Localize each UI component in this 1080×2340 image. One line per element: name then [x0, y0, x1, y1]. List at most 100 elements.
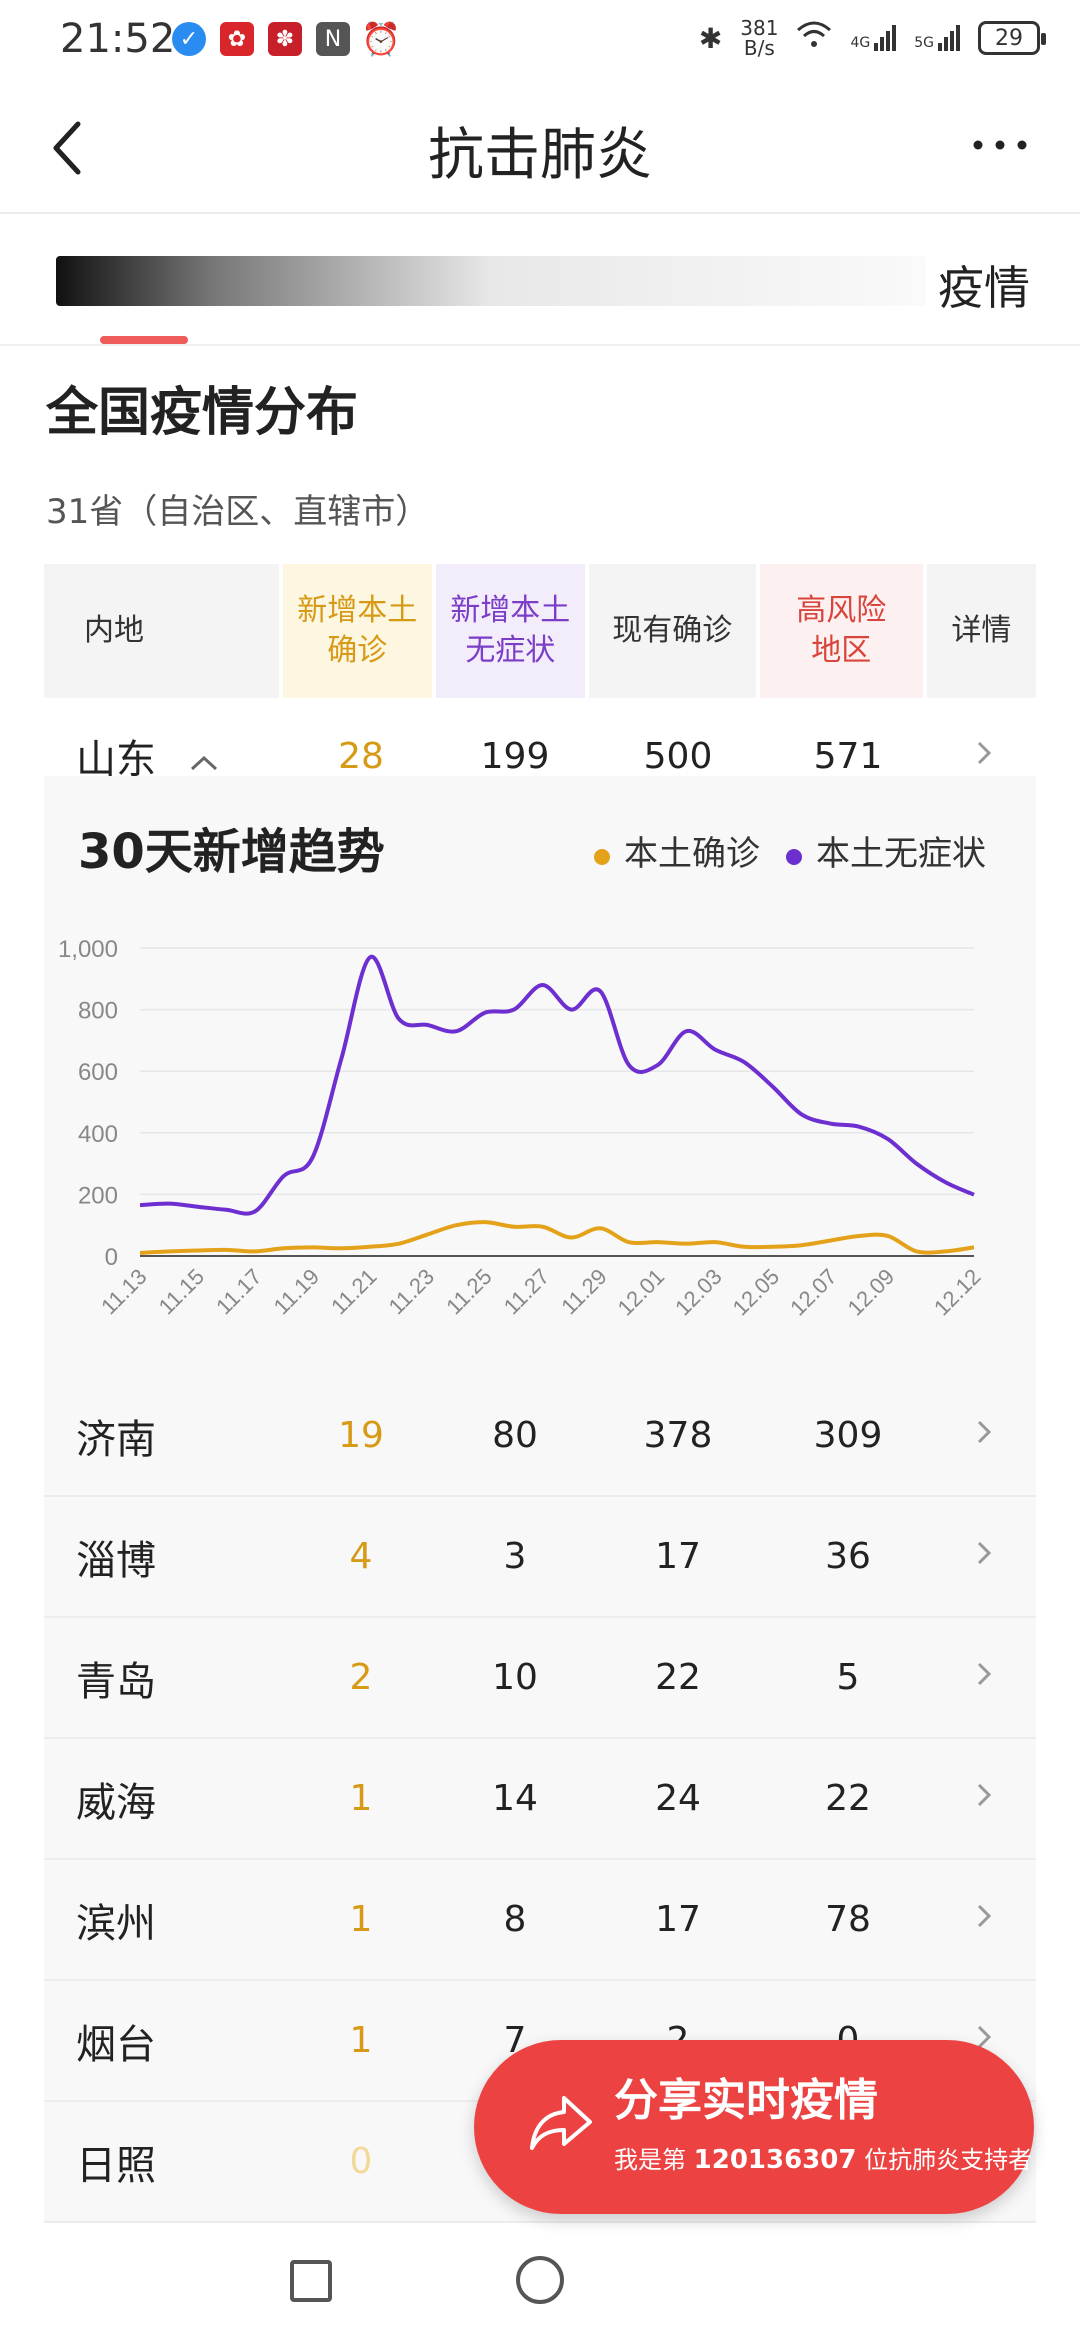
- chevron-right-icon: [977, 2025, 992, 2049]
- status-bar: 21:52 ✓ ✿ ✽ N ⏰ ✱ 381 B/s 4G 5G 29: [0, 0, 1080, 80]
- province-row[interactable]: 山东 28 199 500 571: [44, 700, 1036, 812]
- city-new-asymptomatic: 14: [492, 1778, 538, 1819]
- city-current-confirmed: 24: [655, 1778, 701, 1819]
- share-sub-suffix: 位抗肺炎支持者: [856, 2146, 1033, 2174]
- x-tick-label: 11.19: [269, 1264, 324, 1319]
- city-row[interactable]: 淄博 4 3 17 36: [44, 1497, 1036, 1618]
- home-icon[interactable]: [516, 2256, 564, 2304]
- city-new-confirmed: 2: [349, 1657, 373, 1698]
- x-tick-label: 12.03: [670, 1264, 727, 1321]
- city-new-confirmed: 1: [349, 2020, 373, 2061]
- x-tick-label: 11.25: [441, 1264, 496, 1319]
- legend-item-asymptomatic: 本土无症状: [786, 826, 986, 875]
- system-nav-bar: [0, 2236, 1080, 2340]
- city-name: 烟台: [76, 2021, 156, 2068]
- city-row[interactable]: 滨州 1 8 17 78: [44, 1860, 1036, 1981]
- bluetooth-icon: ✱: [698, 21, 723, 55]
- city-new-asymptomatic: 8: [503, 1899, 527, 1940]
- nfc-icon: N: [316, 22, 350, 56]
- city-name: 日照: [76, 2142, 156, 2189]
- header-high-risk: 高风险 地区: [759, 564, 923, 698]
- tab-scroll-fade[interactable]: [56, 256, 926, 306]
- city-new-asymptomatic: 80: [492, 1415, 538, 1456]
- x-tick-label: 11.29: [556, 1264, 611, 1319]
- city-name: 滨州: [76, 1900, 156, 1947]
- province-new-confirmed: 28: [338, 735, 384, 777]
- trend-chart-panel: 30天新增趋势 本土确诊 本土无症状 0 200 400 600 800 1,000 11.…: [44, 776, 1036, 1376]
- city-high-risk: 22: [825, 1778, 871, 1819]
- wifi-icon: [796, 20, 832, 57]
- status-time: 21:52: [60, 16, 176, 62]
- x-tick-label: 11.27: [499, 1264, 554, 1319]
- x-tick-label: 11.15: [154, 1264, 209, 1319]
- x-tick-label: 11.21: [326, 1264, 381, 1319]
- city-detail[interactable]: [932, 2020, 1036, 2061]
- share-title: 分享实时疫情: [614, 2075, 878, 2126]
- more-icon[interactable]: [970, 130, 1030, 160]
- city-name: 济南: [76, 1416, 156, 1463]
- header-new-asymptomatic: 新增本土 无症状: [435, 564, 585, 698]
- city-detail[interactable]: [932, 1415, 1036, 1456]
- city-detail[interactable]: [932, 1899, 1036, 1940]
- x-tick-label: 12.05: [728, 1264, 785, 1321]
- city-row[interactable]: 青岛 2 10 22 5: [44, 1618, 1036, 1739]
- city-new-confirmed: 19: [338, 1415, 384, 1456]
- header-new-confirmed-line2: 确诊: [327, 633, 388, 668]
- header-new-asymptomatic-line2: 无症状: [465, 633, 556, 668]
- city-row[interactable]: 威海 1 14 24 22: [44, 1739, 1036, 1860]
- signal-icon: 4G: [850, 25, 897, 51]
- legend-dot-asymptomatic: [786, 849, 802, 865]
- page-title: 抗击肺炎: [428, 123, 652, 188]
- section-title: 全国疫情分布: [46, 383, 359, 443]
- x-tick-label: 11.17: [211, 1264, 266, 1319]
- city-current-confirmed: 378: [643, 1415, 713, 1456]
- chevron-up-icon[interactable]: [189, 753, 219, 773]
- chevron-right-icon: [977, 1904, 992, 1928]
- city-row[interactable]: 济南 19 80 378 309: [44, 1376, 1036, 1497]
- city-name: 淄博: [76, 1537, 156, 1584]
- header-new-asymptomatic-line1: 新增本土: [450, 593, 571, 628]
- share-sub-prefix: 我是第: [614, 2146, 694, 2174]
- city-detail[interactable]: [932, 1657, 1036, 1698]
- province-detail[interactable]: [932, 736, 1036, 777]
- legend-label-asymptomatic: 本土无症状: [816, 834, 986, 874]
- city-name: 威海: [76, 1779, 156, 1826]
- header-current-confirmed: 现有确诊: [588, 564, 756, 698]
- tab-epidemic[interactable]: 疫情: [938, 261, 1030, 315]
- chart-title: 30天新增趋势: [78, 824, 385, 880]
- recent-apps-icon[interactable]: [290, 2260, 332, 2302]
- shield-icon: ✓: [172, 22, 206, 56]
- city-new-confirmed: 1: [349, 1899, 373, 1940]
- tab-bar: 疫情: [0, 216, 1080, 346]
- city-name: 青岛: [76, 1658, 156, 1705]
- city-high-risk: 78: [825, 1899, 871, 1940]
- back-arrow-icon[interactable]: [44, 118, 94, 178]
- header-new-confirmed-line1: 新增本土: [297, 593, 418, 628]
- city-high-risk: 36: [825, 1536, 871, 1577]
- share-icon: [530, 2096, 592, 2150]
- y-tick-label: 600: [78, 1059, 118, 1086]
- legend-label-confirmed: 本土确诊: [624, 834, 760, 874]
- header-high-risk-line2: 地区: [811, 633, 872, 668]
- y-tick-label: 200: [78, 1182, 118, 1209]
- signal-type-2: 5G: [914, 35, 934, 51]
- city-high-risk: 309: [813, 1415, 883, 1456]
- y-tick-label: 400: [78, 1121, 118, 1148]
- app-header: 抗击肺炎: [0, 80, 1080, 214]
- x-tick-label: 12.07: [785, 1264, 842, 1321]
- city-current-confirmed: 17: [655, 1899, 701, 1940]
- y-tick-label: 0: [105, 1244, 118, 1271]
- city-detail[interactable]: [932, 1536, 1036, 1577]
- province-name: 山东: [76, 737, 156, 783]
- header-high-risk-line1: 高风险: [796, 593, 887, 628]
- province-name-cell: 山东: [44, 727, 284, 785]
- supporter-number: 120136307: [693, 2145, 857, 2175]
- city-new-confirmed: 1: [349, 1778, 373, 1819]
- signal-type-1: 4G: [850, 35, 871, 51]
- status-left-icons: ✓ ✿ ✽ N ⏰: [172, 20, 401, 58]
- share-realtime-button[interactable]: 分享实时疫情 我是第 120136307 位抗肺炎支持者: [474, 2040, 1034, 2214]
- city-detail[interactable]: [932, 1778, 1036, 1819]
- province-high-risk: 571: [813, 735, 883, 777]
- signal-icon: 5G: [914, 25, 960, 51]
